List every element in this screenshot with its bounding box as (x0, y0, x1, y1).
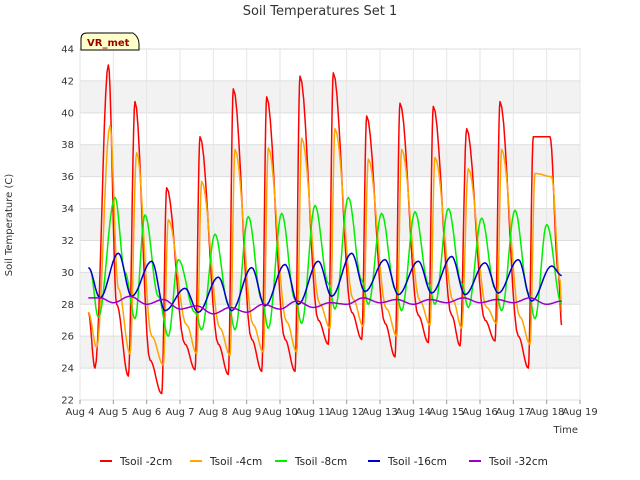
x-tick-label: Aug 19 (562, 407, 597, 418)
x-tick-label: Aug 14 (396, 407, 431, 418)
y-tick-label: 36 (61, 172, 74, 183)
x-tick-label: Aug 12 (329, 407, 364, 418)
site-label-box: VR_met (80, 32, 140, 51)
y-tick-label: 38 (61, 140, 74, 151)
y-tick-label: 42 (61, 76, 74, 87)
legend-label: Tsoil -4cm (209, 456, 262, 468)
x-tick-label: Aug 18 (529, 407, 564, 418)
grid-band (80, 80, 580, 113)
x-tick-label: Aug 17 (496, 407, 531, 418)
x-tick-label: Aug 6 (132, 407, 161, 418)
x-axis-title: Time (553, 425, 578, 436)
legend-label: Tsoil -16cm (387, 456, 447, 468)
y-tick-label: 22 (61, 396, 74, 407)
chart-title: Soil Temperatures Set 1 (243, 4, 398, 19)
y-axis-ticks: 22 24 26 28 30 32 34 36 38 40 42 44 (61, 45, 74, 407)
x-tick-label: Aug 13 (362, 407, 397, 418)
y-axis-title: Soil Temperature (C) (4, 174, 15, 277)
y-tick-label: 30 (61, 268, 74, 279)
x-tick-label: Aug 8 (199, 407, 228, 418)
legend-label: Tsoil -2cm (119, 456, 172, 468)
y-tick-label: 24 (61, 364, 74, 375)
series-line-tsoil-2cm (87, 64, 563, 395)
x-tick-label: Aug 16 (462, 407, 497, 418)
x-tick-label: Aug 11 (296, 407, 331, 418)
y-tick-label: 44 (61, 45, 74, 56)
x-tick-label: Aug 4 (65, 407, 94, 418)
y-tick-label: 28 (61, 300, 74, 311)
x-tick-label: Aug 10 (262, 407, 297, 418)
y-tick-label: 26 (61, 332, 74, 343)
series-line-tsoil-16cm (87, 252, 562, 314)
y-tick-label: 40 (61, 108, 74, 119)
x-tick-label: Aug 15 (429, 407, 464, 418)
series-line-tsoil-32cm (88, 295, 562, 315)
site-label: VR_met (87, 38, 130, 49)
series-lines (87, 64, 563, 395)
x-axis-ticks: Aug 4 Aug 5 Aug 6 Aug 7 Aug 8 Aug 9 Aug 10Aug … (65, 400, 598, 418)
legend: Tsoil -2cm Tsoil -4cm Tsoil -8cm Tsoil -16c… (100, 456, 548, 468)
series-line-tsoil-8cm (89, 196, 563, 337)
x-tick-label: Aug 9 (232, 407, 261, 418)
legend-label: Tsoil -8cm (294, 456, 347, 468)
grid-band (80, 144, 580, 177)
x-tick-label: Aug 5 (99, 407, 128, 418)
legend-label: Tsoil -32cm (488, 456, 548, 468)
y-tick-label: 32 (61, 236, 74, 247)
y-tick-label: 34 (61, 204, 74, 215)
x-tick-label: Aug 7 (165, 407, 194, 418)
